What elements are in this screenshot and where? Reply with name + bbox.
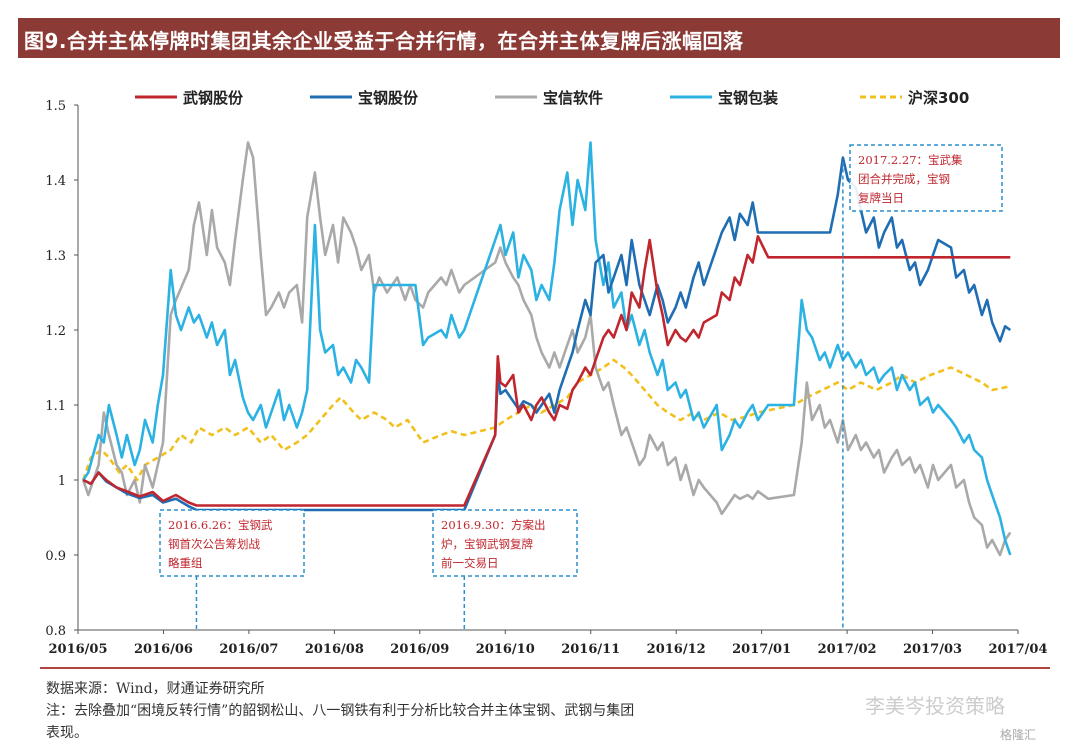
x-tick-label: 2016/05: [48, 642, 107, 657]
source-note: 数据来源：Wind，财通证券研究所: [46, 681, 265, 697]
annotation-box: [432, 509, 578, 577]
footer-divider: [40, 667, 1050, 669]
annotation-text: 团合并完成，宝钢: [858, 172, 950, 186]
series-line-1: [82, 156, 1012, 512]
title-bar: 图9.合并主体停牌时集团其余企业受益于合并行情，在合并主体复牌后涨幅回落: [18, 18, 1060, 58]
site-logo: 格隆汇: [1000, 728, 1037, 742]
series-line-4: [81, 358, 1011, 482]
x-tick-label: 2016/11: [561, 642, 620, 657]
x-tick-label: 2017/01: [732, 642, 791, 657]
x-tick-label: 2016/08: [305, 642, 364, 657]
annotation-text: 前一交易日: [441, 556, 499, 570]
x-tick-label: 2016/07: [219, 642, 278, 657]
x-tick-label: 2017/04: [988, 642, 1047, 657]
annotation-text: 2016.6.26：宝钢武: [168, 518, 273, 532]
annotation-text: 2017.2.27：宝武集: [858, 153, 963, 167]
chart-title: 图9.合并主体停牌时集团其余企业受益于合并行情，在合并主体复牌后涨幅回落: [24, 29, 744, 53]
y-tick-label: 1.5: [45, 99, 66, 114]
x-tick-label: 2016/10: [476, 642, 535, 657]
annotation-text: 2016.9.30：方案出: [441, 518, 546, 532]
x-tick-label: 2017/03: [903, 642, 962, 657]
y-tick-label: 1.2: [45, 324, 66, 339]
x-tick-label: 2016/06: [134, 642, 193, 657]
y-tick-label: 1.3: [45, 249, 66, 264]
legend-label-0: 武钢股份: [183, 89, 244, 107]
y-tick-label: 1: [58, 474, 66, 489]
y-tick-label: 0.9: [45, 549, 66, 564]
series-line-0: [82, 235, 1011, 507]
annotation-box: [849, 144, 1003, 212]
annotation-text: 钢首次公告筹划战: [168, 537, 260, 551]
annotation-text: 略重组: [168, 556, 203, 570]
annotation-box: [159, 509, 305, 577]
legend-label-3: 宝钢包装: [718, 89, 779, 107]
annotation-text: 复牌当日: [858, 191, 904, 205]
footnote-line-1: 注：去除叠加“困境反转行情”的韶钢松山、八一钢铁有利于分析比较合并主体宝钢、武钢…: [46, 703, 635, 719]
annotation-text: 炉，宝钢武钢复牌: [441, 537, 533, 551]
y-tick-label: 0.8: [45, 624, 66, 639]
legend-label-4: 沪深300: [908, 89, 969, 107]
legend-label-1: 宝钢股份: [358, 89, 419, 107]
legend-label-2: 宝信软件: [543, 89, 603, 107]
series-line-3: [82, 141, 1012, 556]
x-tick-label: 2016/09: [390, 642, 449, 657]
x-tick-label: 2016/12: [647, 642, 706, 657]
y-tick-label: 1.4: [45, 174, 66, 189]
series-line-2: [81, 141, 1012, 557]
y-tick-label: 1.1: [45, 399, 66, 414]
footnote-line-2: 表现。: [46, 725, 88, 741]
watermark: 李美岑投资策略: [865, 694, 1005, 718]
x-tick-label: 2017/02: [818, 642, 877, 657]
